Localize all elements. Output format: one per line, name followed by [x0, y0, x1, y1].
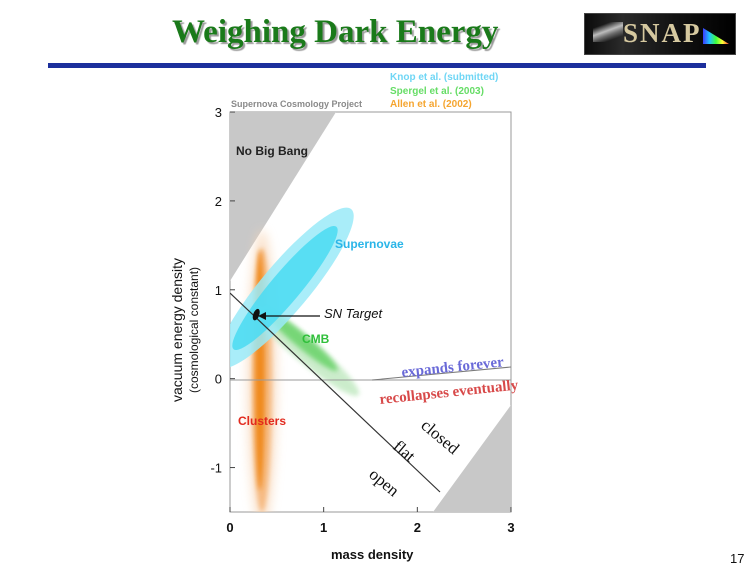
y-axis-ticks: 3 2 1 0 -1 — [210, 105, 235, 476]
y-axis-label: vacuum energy density — [169, 258, 185, 402]
attribution-label: Supernova Cosmology Project — [231, 99, 362, 109]
sn-target-label: SN Target — [324, 306, 383, 321]
cmb-label: CMB — [302, 332, 330, 346]
legend-entry-knop: Knop et al. (submitted) — [390, 72, 498, 83]
sn-target-point — [252, 308, 260, 321]
clusters-label: Clusters — [238, 414, 286, 428]
title-rule — [48, 63, 706, 68]
y-tick-label: 3 — [215, 105, 222, 120]
x-tick-label: 1 — [320, 520, 327, 535]
expands-recollapse-line — [371, 366, 511, 381]
y-tick-label: -1 — [210, 461, 222, 476]
x-axis-label: mass density — [331, 547, 414, 562]
logo-text: SNAP — [623, 18, 702, 48]
snap-logo: SNAP — [584, 13, 736, 55]
lower-right-excluded-region — [433, 405, 511, 512]
x-tick-label: 3 — [507, 520, 514, 535]
flat-universe-line — [230, 292, 441, 493]
sn-target-arrowhead — [258, 312, 266, 320]
legend: Knop et al. (submitted) Spergel et al. (… — [390, 72, 498, 110]
legend-entry-spergel: Spergel et al. (2003) — [390, 86, 484, 97]
x-axis-ticks: 0 1 2 3 — [226, 507, 515, 535]
legend-entry-allen: Allen et al. (2002) — [390, 99, 472, 110]
y-tick-label: 2 — [215, 194, 222, 209]
slide-title: Weighing Dark Energy — [172, 14, 499, 50]
no-big-bang-region — [230, 112, 336, 281]
supernovae-region — [230, 207, 354, 369]
y-tick-label: 1 — [215, 283, 222, 298]
page-number: 17 — [730, 551, 745, 566]
supernovae-label: Supernovae — [335, 237, 404, 251]
sn-target-annotation: SN Target — [252, 306, 383, 321]
y-axis-sublabel: (cosmological constant) — [187, 267, 201, 393]
x-tick-label: 2 — [414, 520, 421, 535]
logo-streak-graphic — [593, 22, 623, 42]
y-tick-label: 0 — [215, 372, 222, 387]
no-big-bang-label: No Big Bang — [236, 144, 308, 158]
x-tick-label: 0 — [226, 520, 233, 535]
